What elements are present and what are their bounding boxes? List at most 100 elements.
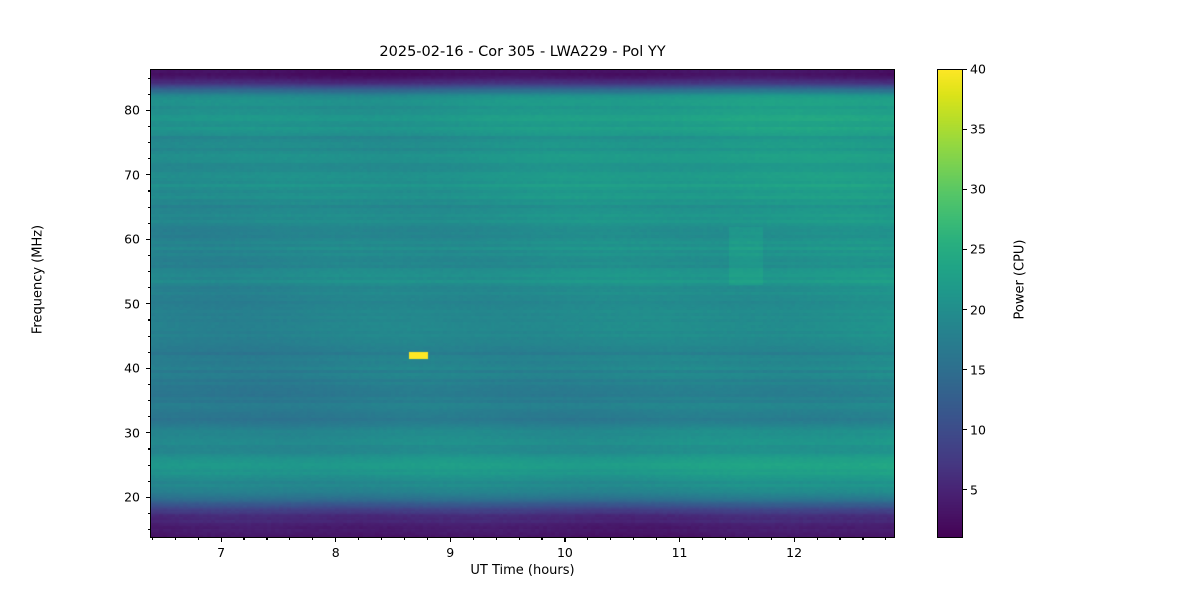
x-tick-minor — [472, 538, 474, 541]
y-tick-minor — [147, 254, 150, 257]
x-tick-minor — [403, 538, 406, 541]
y-tick-label: 40 — [124, 360, 140, 376]
y-tick-minor — [147, 222, 150, 224]
y-axis-label: Frequency (MHz) — [30, 224, 46, 335]
x-tick-minor — [151, 538, 153, 541]
x-tick-minor — [289, 538, 291, 541]
y-tick-minor — [147, 190, 150, 192]
colorbar-tick — [963, 369, 967, 371]
x-tick-major — [449, 538, 451, 542]
y-tick-label: 60 — [124, 231, 140, 247]
y-tick-minor — [147, 480, 150, 482]
y-tick-minor — [147, 335, 150, 337]
x-tick-minor — [724, 538, 726, 541]
y-tick-minor — [147, 142, 150, 144]
colorbar-tick — [963, 248, 967, 250]
y-tick-minor — [147, 529, 150, 531]
colorbar-tick — [963, 68, 967, 70]
y-tick-minor — [147, 77, 150, 79]
colorbar[interactable] — [937, 69, 963, 538]
x-tick-label: 11 — [671, 545, 688, 560]
x-tick-minor — [816, 538, 818, 541]
x-tick-minor — [839, 538, 841, 541]
colorbar-tick — [963, 188, 967, 190]
y-tick-label: 70 — [124, 167, 140, 183]
colorbar-tick-label: 15 — [970, 362, 986, 378]
x-tick-minor — [701, 538, 704, 541]
x-tick-label: 9 — [446, 545, 455, 560]
x-tick-minor — [885, 538, 887, 541]
y-tick-minor — [147, 158, 150, 160]
x-tick-minor — [610, 538, 612, 541]
x-tick-minor — [358, 538, 360, 541]
x-tick-minor — [266, 538, 268, 541]
x-tick-minor — [426, 538, 428, 541]
colorbar-tick-label: 10 — [970, 422, 986, 438]
colorbar-tick — [963, 128, 967, 130]
y-tick-minor — [147, 93, 150, 95]
colorbar-tick — [963, 429, 967, 431]
x-tick-major — [564, 538, 566, 542]
colorbar-tick-label: 40 — [970, 61, 986, 77]
y-tick-minor — [147, 464, 150, 466]
x-tick-minor — [495, 538, 497, 541]
x-tick-minor — [174, 538, 176, 541]
x-tick-minor — [197, 538, 199, 541]
y-tick-major — [146, 496, 150, 498]
y-tick-minor — [147, 400, 150, 402]
x-axis-label: UT Time (hours) — [470, 563, 575, 578]
y-tick-minor — [147, 512, 150, 515]
y-tick-minor — [147, 206, 150, 208]
x-tick-minor — [862, 538, 864, 541]
spectrogram-heatmap[interactable] — [151, 70, 894, 537]
y-tick-label: 50 — [124, 296, 140, 312]
colorbar-tick-label: 20 — [970, 302, 986, 317]
y-tick-major — [146, 109, 150, 111]
page-title: 2025-02-16 - Cor 305 - LWA229 - Pol YY — [379, 44, 666, 60]
colorbar-tick — [963, 309, 967, 311]
y-tick-major — [146, 238, 150, 240]
y-tick-major — [146, 303, 150, 305]
y-tick-minor — [147, 319, 150, 321]
x-tick-major — [793, 538, 795, 542]
y-tick-minor — [147, 416, 150, 418]
colorbar-tick-label: 35 — [970, 121, 986, 137]
x-tick-minor — [518, 538, 520, 541]
x-tick-major — [335, 538, 337, 542]
x-tick-minor — [656, 538, 658, 541]
colorbar-tick-label: 5 — [970, 482, 978, 498]
y-tick-label: 80 — [124, 102, 140, 118]
spectrogram-axes[interactable] — [150, 69, 895, 538]
x-tick-label: 12 — [786, 545, 803, 560]
x-tick-minor — [312, 538, 314, 541]
y-tick-label: 20 — [124, 489, 140, 505]
y-tick-minor — [147, 271, 150, 273]
y-tick-minor — [147, 287, 150, 289]
y-tick-minor — [147, 383, 150, 386]
y-tick-minor — [147, 351, 150, 353]
x-tick-minor — [243, 538, 245, 541]
x-tick-minor — [747, 538, 749, 541]
colorbar-tick-label: 30 — [970, 181, 986, 197]
x-tick-major — [679, 538, 681, 542]
x-tick-label: 10 — [556, 545, 573, 560]
x-tick-minor — [381, 538, 383, 541]
y-tick-minor — [147, 125, 150, 127]
x-tick-minor — [633, 538, 635, 541]
colorbar-tick — [963, 489, 967, 491]
x-tick-minor — [541, 538, 543, 541]
y-tick-minor — [147, 448, 150, 450]
y-tick-label: 30 — [124, 425, 140, 441]
y-tick-major — [146, 367, 150, 369]
y-tick-major — [146, 174, 150, 176]
colorbar-label: Power (CPU) — [1012, 239, 1028, 320]
colorbar-gradient — [938, 70, 962, 537]
x-tick-minor — [770, 538, 772, 541]
x-tick-major — [220, 538, 222, 542]
y-tick-major — [146, 432, 150, 434]
x-tick-minor — [587, 538, 589, 541]
colorbar-tick-label: 25 — [970, 241, 986, 257]
x-tick-label: 7 — [217, 545, 226, 560]
x-tick-label: 8 — [331, 545, 340, 560]
